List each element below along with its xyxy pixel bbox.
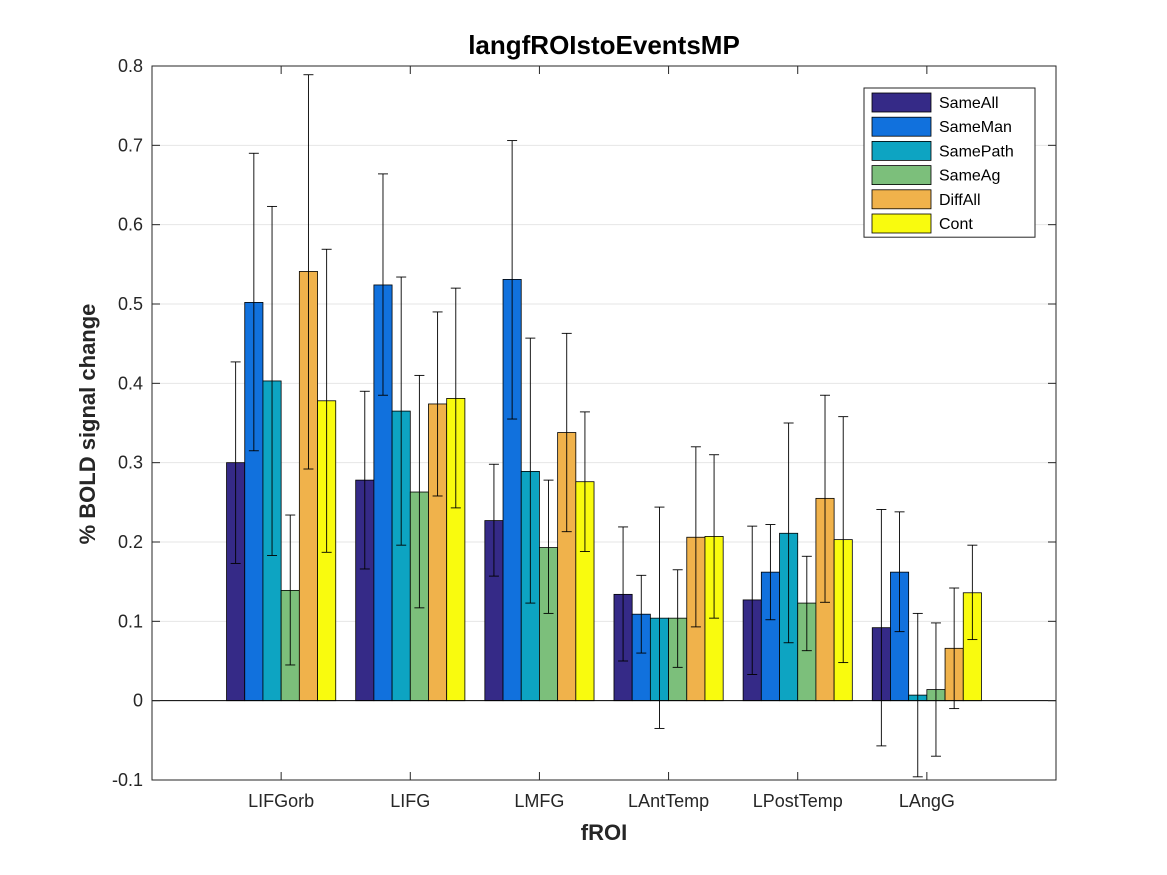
y-tick-label: 0.8 bbox=[118, 56, 143, 76]
legend: SameAll SameMan SamePath SameAg DiffAll Cont bbox=[863, 87, 1036, 238]
x-axis-title: fROI bbox=[581, 820, 627, 845]
plot-frame bbox=[151, 65, 1057, 781]
x-tick-label: LPostTemp bbox=[753, 791, 843, 811]
x-tick-label: LAngG bbox=[899, 791, 955, 811]
y-tick-label: -0.1 bbox=[112, 770, 143, 790]
legend-swatch bbox=[871, 116, 932, 137]
legend-label: SameMan bbox=[939, 119, 1012, 136]
y-tick-label: 0.4 bbox=[118, 373, 143, 393]
axes: LIFGorb LIFG LMFG LAntTemp LPostTemp LAngG -0.… bbox=[112, 56, 1057, 811]
x-tick-label: LMFG bbox=[514, 791, 564, 811]
legend-swatch bbox=[871, 140, 932, 161]
y-tick-label: 0.3 bbox=[118, 453, 143, 473]
legend-swatch bbox=[871, 92, 932, 113]
y-tick-label: 0 bbox=[133, 691, 143, 711]
y-tick-label: 0.2 bbox=[118, 532, 143, 552]
x-tick-label: LIFG bbox=[390, 791, 430, 811]
legend-box bbox=[863, 87, 1036, 238]
legend-label: DiffAll bbox=[939, 192, 981, 209]
y-axis-title: % BOLD signal change bbox=[75, 304, 100, 545]
legend-label: SamePath bbox=[939, 143, 1014, 160]
legend-label: Cont bbox=[939, 216, 973, 233]
legend-label: SameAll bbox=[939, 95, 999, 112]
x-tick-label: LAntTemp bbox=[628, 791, 709, 811]
x-tick-label: LIFGorb bbox=[248, 791, 314, 811]
legend-label: SameAg bbox=[939, 168, 1000, 185]
y-tick-label: 0.1 bbox=[118, 611, 143, 631]
legend-swatch bbox=[871, 165, 932, 186]
legend-swatch bbox=[871, 213, 932, 234]
y-tick-label: 0.7 bbox=[118, 135, 143, 155]
chart-title: langfROIstoEventsMP bbox=[468, 30, 740, 60]
y-tick-label: 0.5 bbox=[118, 294, 143, 314]
y-tick-label: 0.6 bbox=[118, 215, 143, 235]
legend-swatch bbox=[871, 189, 932, 210]
